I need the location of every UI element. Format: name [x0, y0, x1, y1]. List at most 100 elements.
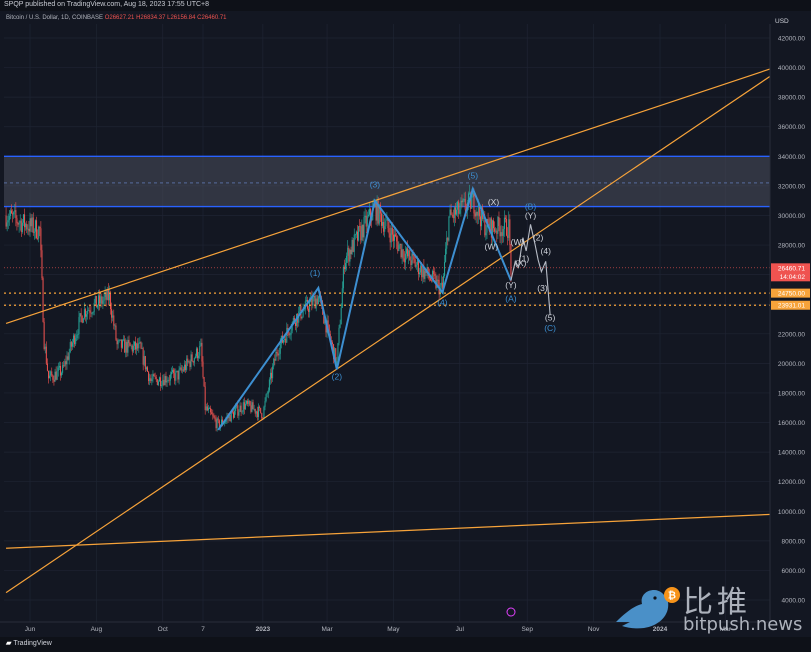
candle-body	[391, 227, 393, 235]
candle-body	[144, 356, 146, 370]
x-tick-label: 2024	[653, 626, 668, 633]
candle-body	[382, 221, 384, 226]
wave-label: (Y)	[505, 280, 517, 290]
candle-body	[28, 228, 30, 232]
candle-body	[199, 345, 201, 356]
candle-body	[89, 310, 91, 313]
candle-body	[80, 313, 82, 317]
candle-body	[263, 406, 265, 419]
candle-body	[29, 218, 31, 232]
y-tick-label: 30000.00	[778, 213, 805, 220]
y-tick-label: 22000.00	[778, 331, 805, 338]
candle-body	[40, 228, 42, 251]
candle-body	[107, 289, 109, 301]
candle-body	[106, 289, 108, 300]
candle-body	[161, 385, 163, 386]
candle-body	[360, 226, 362, 241]
candle-body	[119, 339, 121, 341]
candle-body	[383, 221, 385, 232]
y-tick-label: 14000.00	[778, 450, 805, 457]
candle-body	[510, 244, 512, 275]
candle-body	[442, 275, 444, 288]
candle-body	[285, 338, 287, 343]
candle-body	[327, 320, 329, 325]
candle-body	[365, 215, 367, 227]
candle-body	[18, 222, 20, 225]
candle-body	[187, 358, 189, 363]
candle-body	[255, 411, 257, 414]
candle-body	[499, 226, 501, 237]
candle-body	[215, 419, 217, 429]
y-tick-label: 32000.00	[778, 183, 805, 190]
candle-body	[308, 308, 310, 312]
candle-body	[367, 214, 369, 217]
candle-body	[56, 370, 58, 380]
candle-body	[202, 361, 204, 378]
candle-body	[289, 334, 291, 336]
candle-body	[433, 271, 435, 274]
symbol-legend[interactable]: Bitcoin / U.S. Dollar, 1D, COINBASE O266…	[6, 15, 227, 21]
candle-body	[339, 323, 341, 328]
candle-body	[498, 216, 500, 227]
wave-label: (1)	[519, 253, 530, 263]
candle-body	[201, 342, 203, 362]
candle-body	[151, 379, 153, 381]
candle-body	[467, 193, 469, 203]
y-tick-label: 6000.00	[782, 568, 806, 575]
x-tick-label: Oct	[158, 626, 168, 633]
candle-body	[131, 345, 133, 352]
candle-body	[75, 338, 77, 345]
price-tag	[771, 300, 810, 310]
candle-body	[414, 259, 416, 267]
candle-body	[210, 408, 212, 413]
candle-body	[177, 370, 179, 380]
candle-body	[323, 314, 325, 324]
candle-body	[236, 405, 238, 408]
candle-body	[448, 216, 450, 241]
candle-body	[26, 223, 28, 230]
candle-body	[130, 345, 132, 347]
candle-body	[431, 280, 433, 282]
tradingview-logo[interactable]: ▰ TradingView	[6, 639, 52, 647]
candle-body	[396, 236, 398, 242]
candle-body	[83, 309, 85, 319]
candle-body	[167, 379, 169, 382]
legend-close: C26460.71	[197, 15, 227, 21]
candle-body	[253, 408, 255, 410]
candle-body	[261, 413, 263, 419]
candle-body	[412, 253, 414, 256]
candle-body	[343, 266, 345, 270]
candle-body	[138, 342, 140, 349]
candle-body	[337, 343, 339, 361]
wave-label: (B)	[525, 202, 537, 212]
candle-body	[456, 209, 458, 215]
candle-body	[214, 417, 216, 420]
candle-body	[284, 338, 286, 340]
candle-body	[165, 376, 167, 383]
legend-high: H26834.37	[136, 15, 166, 21]
candle-body	[42, 278, 44, 322]
candle-body	[507, 235, 509, 238]
candle-body	[342, 266, 344, 289]
candle-body	[150, 378, 152, 381]
candle-body	[299, 305, 301, 312]
candle-body	[34, 220, 36, 232]
candle-body	[224, 421, 226, 424]
candle-body	[477, 205, 479, 216]
trendline	[5, 72, 775, 594]
candle-body	[283, 339, 285, 343]
candle-body	[464, 199, 466, 210]
candle-body	[175, 371, 177, 381]
candle-body	[137, 343, 139, 349]
candle-body	[204, 386, 206, 411]
candle-body	[14, 210, 16, 213]
candle-body	[24, 214, 26, 228]
candle-body	[189, 361, 191, 367]
candle-body	[353, 234, 355, 252]
candle-body	[191, 354, 193, 362]
candle-body	[315, 298, 317, 309]
candle-body	[269, 372, 271, 380]
candle-body	[158, 377, 160, 382]
